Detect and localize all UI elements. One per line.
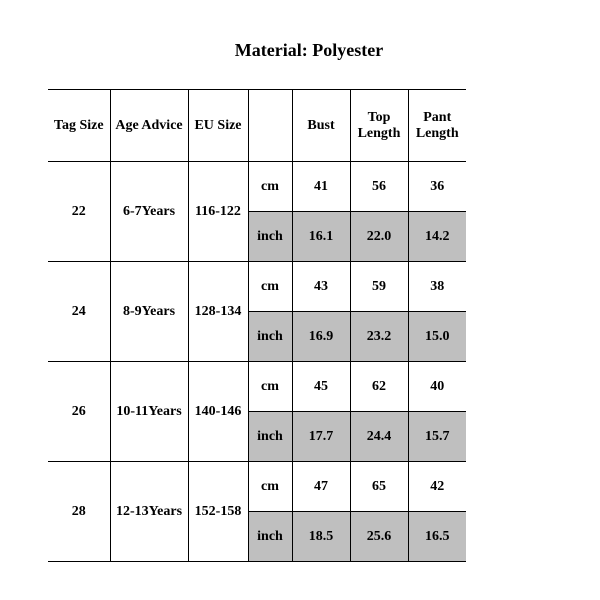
cell-top: 56	[350, 162, 408, 212]
cell-top: 24.4	[350, 412, 408, 462]
col-pant-length: Pant Length	[408, 90, 466, 162]
cell-pant: 14.2	[408, 212, 466, 262]
cell-tag: 26	[48, 362, 110, 462]
table-row: 24 8-9Years 128-134 cm 43 59 38	[48, 262, 466, 312]
col-tag-size: Tag Size	[48, 90, 110, 162]
cell-unit: cm	[248, 162, 292, 212]
cell-pant: 15.0	[408, 312, 466, 362]
table-row: 26 10-11Years 140-146 cm 45 62 40	[48, 362, 466, 412]
cell-unit: inch	[248, 412, 292, 462]
cell-top: 62	[350, 362, 408, 412]
cell-eu: 116-122	[188, 162, 248, 262]
cell-tag: 28	[48, 462, 110, 562]
cell-pant: 16.5	[408, 512, 466, 562]
cell-bust: 45	[292, 362, 350, 412]
cell-age: 8-9Years	[110, 262, 188, 362]
table-head: Tag Size Age Advice EU Size Bust Top Len…	[48, 90, 466, 162]
table-row: 22 6-7Years 116-122 cm 41 56 36	[48, 162, 466, 212]
cell-bust: 43	[292, 262, 350, 312]
cell-eu: 140-146	[188, 362, 248, 462]
page-title: Material: Polyester	[48, 40, 570, 61]
cell-pant: 38	[408, 262, 466, 312]
cell-bust: 16.1	[292, 212, 350, 262]
cell-unit: inch	[248, 312, 292, 362]
cell-bust: 16.9	[292, 312, 350, 362]
cell-pant: 15.7	[408, 412, 466, 462]
col-age-advice: Age Advice	[110, 90, 188, 162]
cell-unit: cm	[248, 362, 292, 412]
cell-unit: cm	[248, 462, 292, 512]
page: Material: Polyester Tag Size Age Advice …	[0, 0, 600, 592]
cell-top: 22.0	[350, 212, 408, 262]
cell-eu: 128-134	[188, 262, 248, 362]
cell-bust: 47	[292, 462, 350, 512]
table-body: 22 6-7Years 116-122 cm 41 56 36 inch 16.…	[48, 162, 466, 562]
cell-bust: 17.7	[292, 412, 350, 462]
cell-age: 10-11Years	[110, 362, 188, 462]
cell-bust: 41	[292, 162, 350, 212]
cell-tag: 24	[48, 262, 110, 362]
cell-bust: 18.5	[292, 512, 350, 562]
cell-top: 23.2	[350, 312, 408, 362]
size-table: Tag Size Age Advice EU Size Bust Top Len…	[48, 89, 466, 562]
cell-top: 59	[350, 262, 408, 312]
cell-age: 12-13Years	[110, 462, 188, 562]
cell-top: 65	[350, 462, 408, 512]
col-unit	[248, 90, 292, 162]
col-bust: Bust	[292, 90, 350, 162]
cell-top: 25.6	[350, 512, 408, 562]
cell-unit: cm	[248, 262, 292, 312]
table-row: 28 12-13Years 152-158 cm 47 65 42	[48, 462, 466, 512]
cell-unit: inch	[248, 512, 292, 562]
cell-pant: 36	[408, 162, 466, 212]
cell-unit: inch	[248, 212, 292, 262]
col-top-length: Top Length	[350, 90, 408, 162]
header-row: Tag Size Age Advice EU Size Bust Top Len…	[48, 90, 466, 162]
cell-tag: 22	[48, 162, 110, 262]
cell-age: 6-7Years	[110, 162, 188, 262]
col-eu-size: EU Size	[188, 90, 248, 162]
cell-pant: 40	[408, 362, 466, 412]
cell-eu: 152-158	[188, 462, 248, 562]
cell-pant: 42	[408, 462, 466, 512]
